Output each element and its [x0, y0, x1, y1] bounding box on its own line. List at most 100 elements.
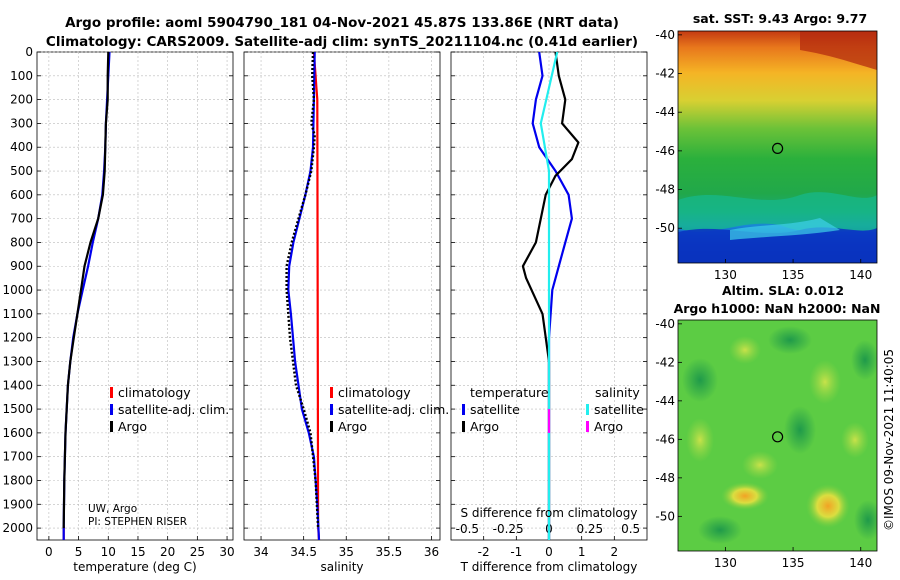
s-tick-label: 0.25: [576, 522, 603, 536]
x-tick-label: 15: [130, 545, 145, 559]
x-tick-label: 36: [424, 545, 439, 559]
legend-argo-label: Argo: [338, 419, 367, 434]
depth-tick-label: 800: [10, 235, 33, 249]
depth-tick-label: 200: [10, 93, 33, 107]
difference-lines: [521, 52, 580, 540]
longitude-tick-label: 140: [849, 556, 872, 570]
longitude-tick-label: 130: [714, 268, 737, 282]
latitude-tick-label: -42: [655, 355, 675, 369]
legend-satellite-swatch: [110, 404, 113, 415]
sst-heatmap: [678, 31, 877, 263]
depth-tick-label: 700: [10, 212, 33, 226]
longitude-tick-label: 135: [782, 268, 805, 282]
salinity-xlabel: salinity: [320, 560, 363, 574]
depth-tick-label: 1500: [2, 402, 33, 416]
depth-tick-label: 1200: [2, 331, 33, 345]
temperature-axes-frame: [36, 51, 234, 541]
s-difference-xlabel: S difference from climatology: [461, 506, 638, 520]
s-tick-label: -0.5: [456, 522, 479, 536]
longitude-tick-label: 130: [714, 556, 737, 570]
legend-s-satellite-label: satellite: [594, 402, 644, 417]
salinity-axes-frame: [243, 51, 441, 541]
depth-tick-label: 1300: [2, 354, 33, 368]
depth-tick-label: 900: [10, 259, 33, 273]
x-tick-label: -1: [510, 545, 522, 559]
depth-tick-label: 1000: [2, 283, 33, 297]
sla-argo-position-marker: [771, 431, 784, 443]
figure-title-line2: Climatology: CARS2009. Satellite-adj cli…: [46, 34, 638, 50]
sla-map-frame: [677, 319, 878, 552]
salinity-legend: climatology satellite-adj. clim. Argo: [330, 385, 449, 434]
latitude-tick-label: -50: [655, 509, 675, 523]
x-tick-label: 35: [339, 545, 354, 559]
x-tick-label: 2: [611, 545, 619, 559]
legend-climatology-swatch: [330, 387, 333, 398]
sla-map: Altim. SLA: 0.012 Argo h1000: NaN h2000:…: [655, 283, 881, 570]
legend-s-argo-label: Argo: [594, 419, 623, 434]
x-tick-label: 25: [190, 545, 205, 559]
sst-map-frame: [677, 30, 878, 264]
s-tick-label: -0.25: [493, 522, 524, 536]
legend-t-argo-swatch: [462, 421, 465, 432]
x-tick-label: 30: [219, 545, 234, 559]
legend-t-satellite-label: satellite: [470, 402, 520, 417]
x-tick-label: 35.5: [376, 545, 403, 559]
depth-tick-label: 1800: [2, 473, 33, 487]
series-line-argo: [62, 52, 110, 529]
latitude-tick-label: -42: [655, 67, 675, 81]
latitude-tick-label: -44: [655, 394, 675, 408]
latitude-tick-label: -46: [655, 432, 675, 446]
latitude-tick-label: -48: [655, 471, 675, 485]
sla-map-title-line2: Argo h1000: NaN h2000: NaN: [674, 301, 881, 316]
salinity-panel: 34 34.5 35 35.5 36 salinity climatology sate…: [243, 51, 449, 574]
sst-map: sat. SST: 9.43 Argo: 9.77 130 135 140 -40 -…: [655, 11, 878, 282]
salinity-tick-labels: 34 34.5 35 35.5 36: [253, 545, 439, 559]
t-difference-tick-labels: -2 -1 0 1 2: [478, 545, 618, 559]
legend-climatology-label: climatology: [338, 385, 411, 400]
depth-tick-label: 1400: [2, 378, 33, 392]
series-line-argo: [285, 52, 320, 529]
depth-tick-label: 1700: [2, 450, 33, 464]
difference-legend: temperature satellite Argo salinity sate…: [462, 385, 644, 434]
latitude-tick-label: -50: [655, 221, 675, 235]
s-tick-label: 0.5: [621, 522, 640, 536]
credit-line2: PI: STEPHEN RISER: [88, 516, 187, 528]
temperature-tick-labels: 0 5 10 15 20 25 30: [45, 545, 235, 559]
imos-watermark: ©IMOS 09-Nov-2021 11:40:05: [882, 349, 896, 531]
temperature-xlabel: temperature (deg C): [73, 560, 196, 574]
legend-t-argo-label: Argo: [470, 419, 499, 434]
legend-climatology-swatch: [110, 387, 113, 398]
legend-satellite-swatch: [330, 404, 333, 415]
depth-tick-labels: 0 100 200 300 400 500 600 700 800 900 1000 1100 1200…: [2, 45, 33, 535]
depth-tick-label: 500: [10, 164, 33, 178]
x-tick-label: 0: [45, 545, 53, 559]
sla-map-title-line1: Altim. SLA: 0.012: [722, 283, 844, 298]
x-tick-label: 1: [578, 545, 586, 559]
x-tick-label: 10: [101, 545, 116, 559]
x-tick-label: 5: [75, 545, 83, 559]
latitude-tick-label: -40: [655, 28, 675, 42]
legend-satellite-label: satellite-adj. clim.: [338, 402, 449, 417]
depth-tick-label: 0: [25, 45, 33, 59]
legend-s-argo-swatch: [586, 421, 589, 432]
salinity-grid: [244, 51, 440, 540]
x-tick-label: 34.5: [290, 545, 317, 559]
temperature-panel: 0100200300400500600700800900100011001200…: [2, 45, 234, 574]
legend-climatology-label: climatology: [118, 385, 191, 400]
legend-s-satellite-swatch: [586, 404, 589, 415]
depth-tick-label: 300: [10, 116, 33, 130]
sla-latitude-ticks: -40 -42 -44 -46 -48 -50: [655, 317, 682, 523]
sst-map-title: sat. SST: 9.43 Argo: 9.77: [693, 11, 867, 26]
depth-tick-label: 100: [10, 69, 33, 83]
legend-satellite-label: satellite-adj. clim.: [118, 402, 229, 417]
depth-tick-label: 1100: [2, 307, 33, 321]
x-tick-label: 0: [545, 545, 553, 559]
temperature-legend: climatology satellite-adj. clim. Argo: [110, 385, 229, 434]
temperature-grid: [37, 51, 233, 540]
x-tick-label: 34: [253, 545, 268, 559]
longitude-tick-label: 140: [849, 268, 872, 282]
sst-longitude-ticks: 130 135 140: [714, 259, 872, 282]
legend-argo-swatch: [110, 421, 113, 432]
depth-tick-label: 1900: [2, 497, 33, 511]
legend-salinity-title: salinity: [595, 385, 640, 400]
